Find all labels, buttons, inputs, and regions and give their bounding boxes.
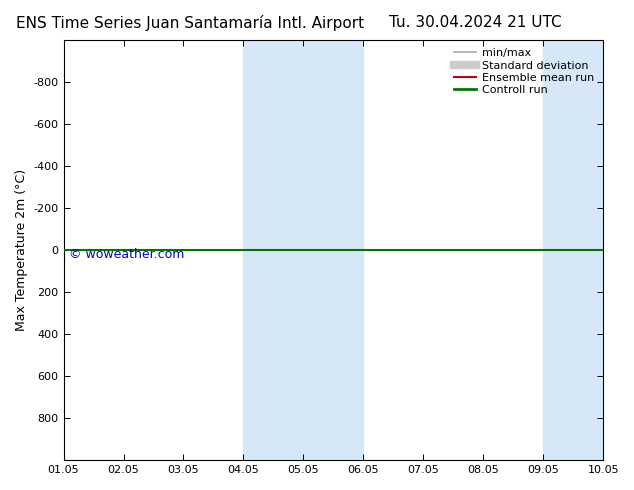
Legend: min/max, Standard deviation, Ensemble mean run, Controll run: min/max, Standard deviation, Ensemble me…: [451, 45, 598, 98]
Text: Tu. 30.04.2024 21 UTC: Tu. 30.04.2024 21 UTC: [389, 15, 562, 30]
Text: ENS Time Series Juan Santamaría Intl. Airport: ENS Time Series Juan Santamaría Intl. Ai…: [16, 15, 365, 31]
Bar: [243, 40, 304, 460]
Bar: [543, 40, 603, 460]
Y-axis label: Max Temperature 2m (°C): Max Temperature 2m (°C): [15, 169, 28, 331]
Bar: [304, 40, 363, 460]
Text: © woweather.com: © woweather.com: [69, 248, 184, 261]
